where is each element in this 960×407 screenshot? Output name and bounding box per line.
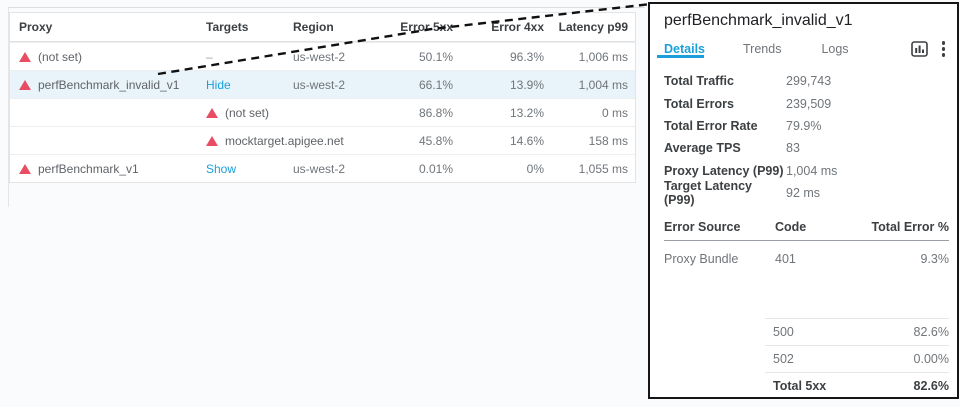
error4xx-cell: 13.9%: [509, 77, 544, 92]
code-cell: 502: [773, 352, 794, 366]
code-cell: Total 5xx: [773, 379, 827, 393]
proxy-name: (not set): [38, 49, 83, 64]
percent-cell: 0.00%: [913, 352, 949, 366]
error5xx-cell: 50.1%: [418, 49, 453, 64]
column-header-error5xx[interactable]: Error 5xx: [400, 20, 453, 34]
error4xx-cell: 13.2%: [509, 105, 544, 120]
page-top-rule: [8, 7, 645, 8]
error-5xx-subtable: 500 82.6% 502 0.00% Total 5xx 82.6%: [765, 318, 949, 399]
stat-value: 299,743: [786, 74, 832, 89]
active-tab-underline: [657, 55, 704, 58]
table-row-target[interactable]: (not set) 86.8% 13.2% 0 ms: [10, 98, 635, 126]
code-cell: 500: [773, 325, 794, 339]
error5xx-cell: 66.1%: [418, 77, 453, 92]
proxy-table: Proxy Targets Region Error 5xx Error 4xx…: [9, 12, 636, 183]
column-header-region[interactable]: Region: [293, 20, 334, 34]
stat-value: 1,004 ms: [786, 163, 838, 178]
percent-cell: 9.3%: [920, 252, 950, 266]
latency-cell: 0 ms: [601, 105, 628, 120]
tab-details[interactable]: Details: [664, 42, 705, 56]
warning-triangle-icon: [19, 51, 31, 62]
code-header: Code: [775, 220, 807, 234]
error4xx-cell: 96.3%: [509, 49, 544, 64]
warning-triangle-icon: [19, 163, 31, 174]
kebab-menu-icon[interactable]: [940, 39, 948, 59]
column-header-proxy[interactable]: Proxy: [19, 20, 53, 34]
stat-row: Total Errors 239,509: [664, 92, 949, 114]
stat-row: Total Traffic 299,743: [664, 70, 949, 92]
stat-label: Total Traffic: [664, 74, 734, 89]
error-table-total-row: Total 5xx 82.6%: [765, 372, 949, 399]
error-table-rule: [664, 240, 949, 241]
stat-row: Proxy Latency (P99) 1,004 ms: [664, 160, 949, 182]
proxy-table-header: Proxy Targets Region Error 5xx Error 4xx…: [10, 13, 635, 42]
hide-targets-link[interactable]: Hide: [206, 77, 231, 92]
stat-label: Total Errors: [664, 96, 734, 111]
proxy-name: perfBenchmark_v1: [38, 161, 139, 176]
bar-chart-icon[interactable]: [910, 40, 928, 57]
proxy-detail-panel: perfBenchmark_invalid_v1 Details Trends …: [648, 2, 959, 399]
latency-cell: 1,004 ms: [578, 77, 628, 92]
latency-cell: 158 ms: [588, 133, 628, 148]
warning-triangle-icon: [19, 79, 31, 90]
percent-cell: 82.6%: [913, 325, 949, 339]
table-row[interactable]: perfBenchmark_v1 Show us-west-2 0.01% 0%…: [10, 154, 635, 182]
warning-triangle-icon: [206, 135, 218, 146]
region-cell: us-west-2: [293, 49, 346, 64]
stat-value: 239,509: [786, 96, 832, 111]
stat-label: Average TPS: [664, 141, 741, 156]
error-table-row: 500 82.6%: [765, 318, 949, 345]
error5xx-cell: 45.8%: [418, 133, 453, 148]
error4xx-cell: 14.6%: [509, 133, 544, 148]
stat-row: Target Latency (P99) 92 ms: [664, 179, 949, 208]
show-targets-link[interactable]: Show: [206, 161, 237, 176]
region-cell: us-west-2: [293, 77, 346, 92]
error-table-row: Proxy Bundle 401 9.3%: [664, 248, 949, 270]
details-stats-list: Total Traffic 299,743 Total Errors 239,5…: [664, 70, 949, 208]
tab-trends[interactable]: Trends: [743, 42, 782, 56]
table-row[interactable]: (not set) – us-west-2 50.1% 96.3% 1,006 …: [10, 42, 635, 70]
tab-logs[interactable]: Logs: [821, 42, 849, 56]
error-table-header: Error Source Code Total Error %: [664, 220, 949, 234]
stat-label: Total Error Rate: [664, 118, 758, 133]
targets-cell: –: [206, 49, 213, 64]
column-header-targets[interactable]: Targets: [206, 20, 249, 34]
table-row-target[interactable]: mocktarget.apigee.net 45.8% 14.6% 158 ms: [10, 126, 635, 154]
stat-label: Target Latency (P99): [664, 179, 752, 208]
panel-title: perfBenchmark_invalid_v1: [664, 12, 853, 29]
stat-value: 83: [786, 141, 800, 156]
column-header-error4xx[interactable]: Error 4xx: [491, 20, 544, 34]
error-source-header: Error Source: [664, 220, 741, 234]
target-name: (not set): [225, 105, 270, 120]
warning-triangle-icon: [206, 107, 218, 118]
stat-value: 79.9%: [786, 118, 822, 133]
region-cell: us-west-2: [293, 161, 346, 176]
table-row-selected[interactable]: perfBenchmark_invalid_v1 Hide us-west-2 …: [10, 70, 635, 98]
code-cell: 401: [775, 252, 796, 266]
latency-cell: 1,006 ms: [578, 49, 628, 64]
latency-cell: 1,055 ms: [578, 161, 628, 176]
total-error-pct-header: Total Error %: [871, 220, 949, 234]
stat-row: Total Error Rate 79.9%: [664, 115, 949, 137]
error5xx-cell: 0.01%: [418, 161, 453, 176]
error-table-row: 502 0.00%: [765, 345, 949, 372]
error4xx-cell: 0%: [526, 161, 544, 176]
stat-label: Proxy Latency (P99): [664, 163, 784, 178]
page-left-rule: [8, 7, 9, 207]
percent-cell: 82.6%: [913, 379, 949, 393]
target-name: mocktarget.apigee.net: [225, 133, 344, 148]
proxy-name: perfBenchmark_invalid_v1: [38, 77, 180, 92]
column-header-latency[interactable]: Latency p99: [558, 20, 628, 34]
stat-value: 92 ms: [786, 186, 821, 201]
stat-row: Average TPS 83: [664, 137, 949, 159]
error5xx-cell: 86.8%: [418, 105, 453, 120]
error-source-cell: Proxy Bundle: [664, 252, 739, 266]
